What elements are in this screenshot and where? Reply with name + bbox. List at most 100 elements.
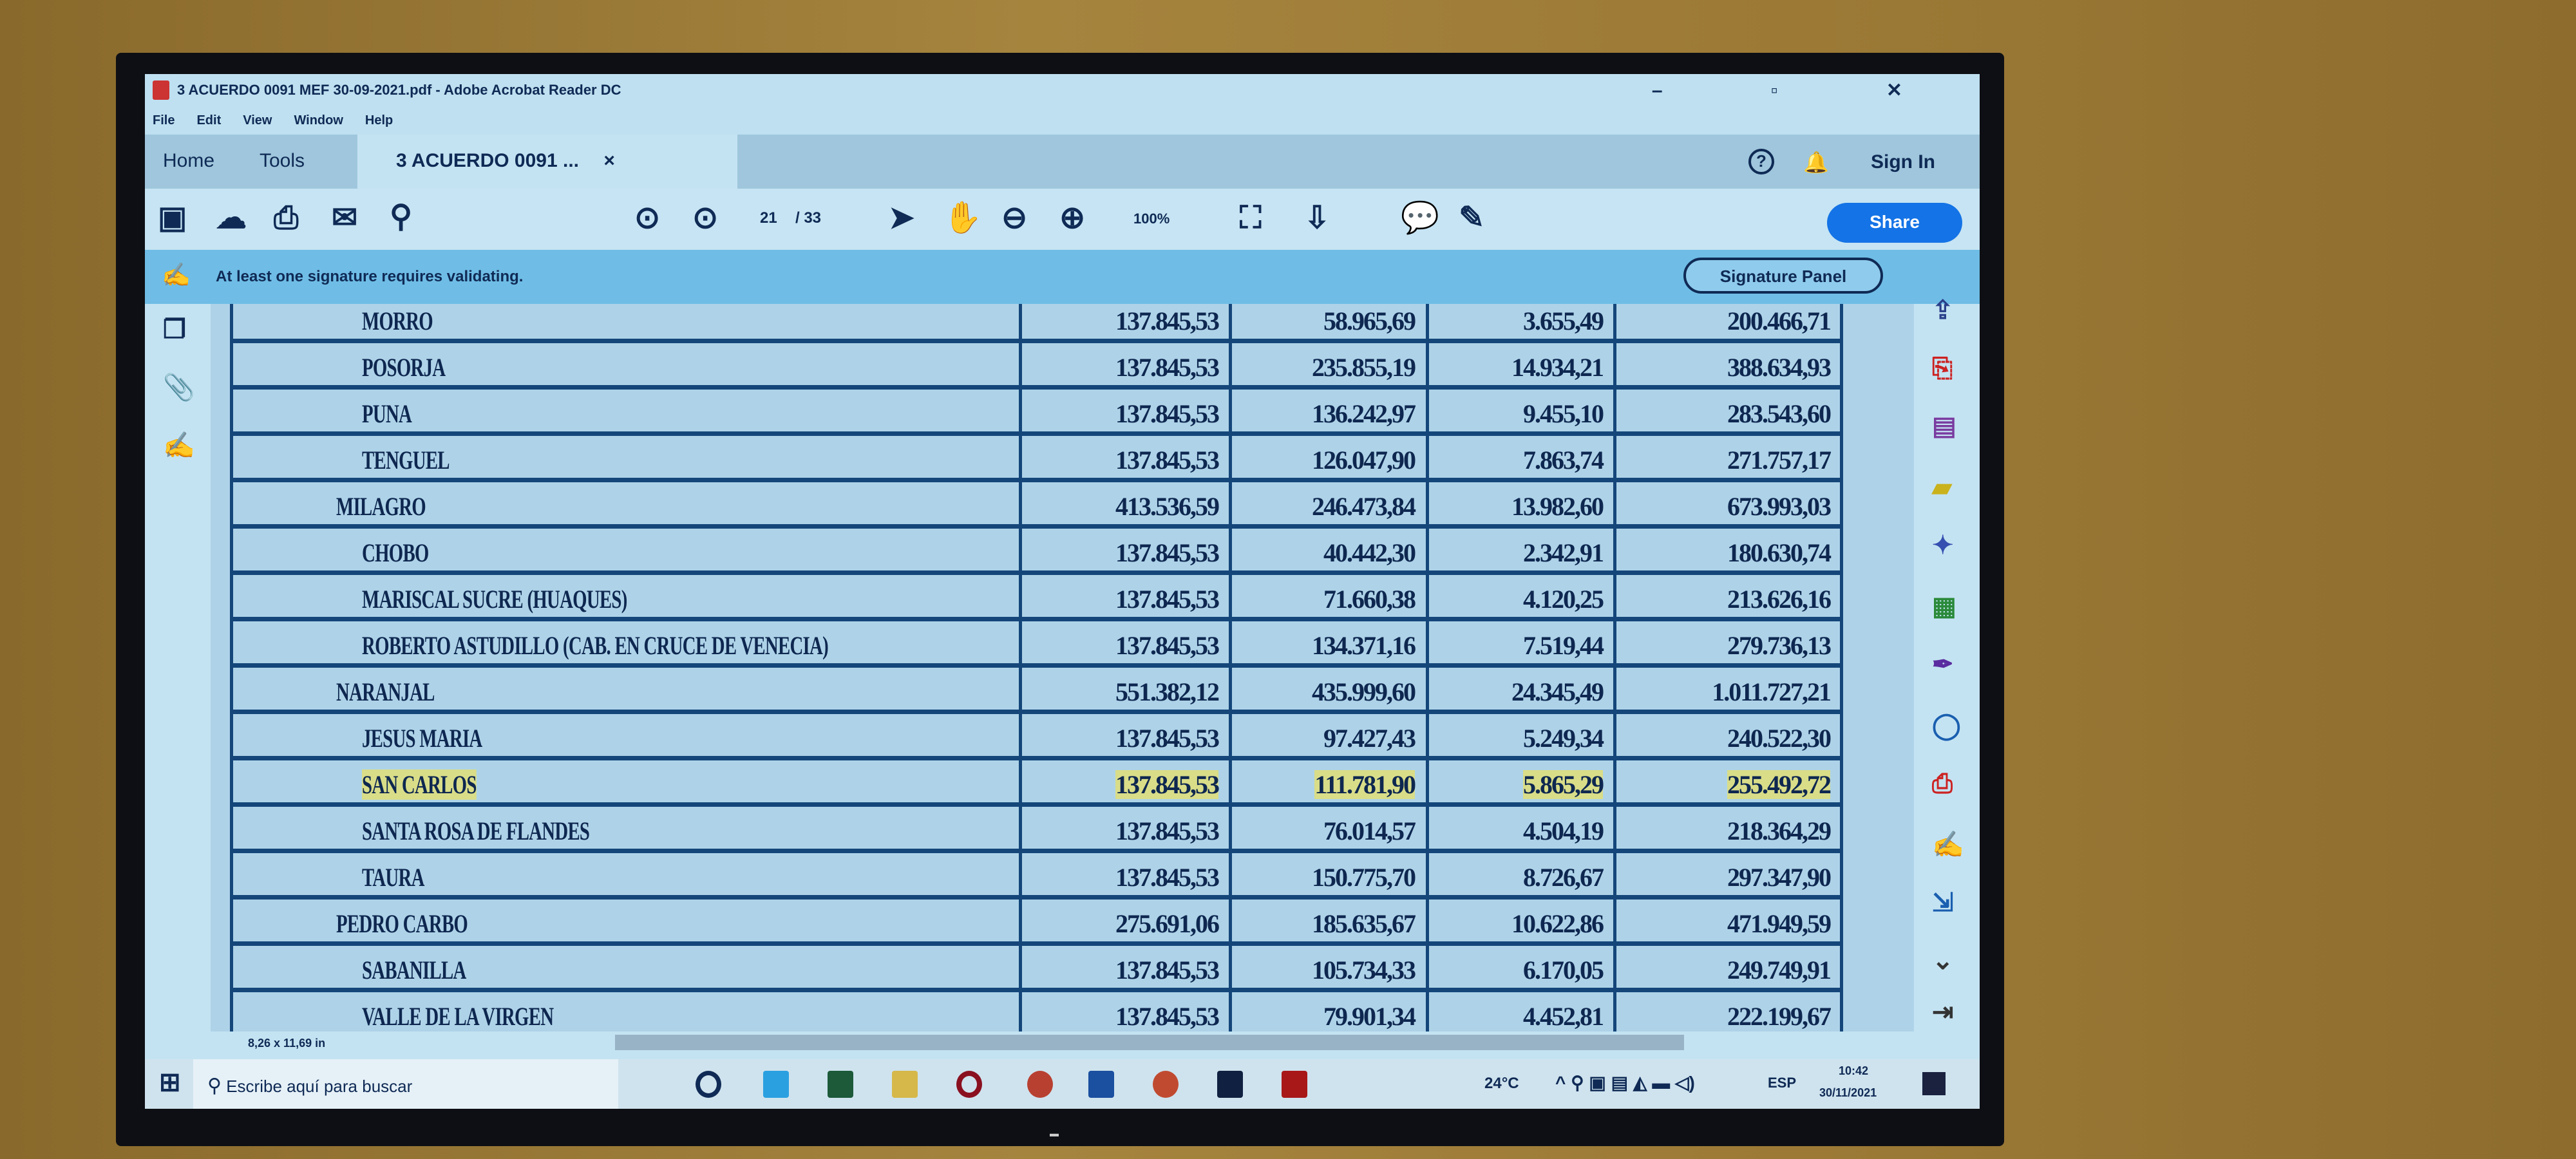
menu-window[interactable]: Window	[294, 113, 343, 127]
select-cursor-icon[interactable]: ➤	[889, 201, 915, 235]
help-icon[interactable]: ?	[1748, 149, 1774, 174]
chrome-icon[interactable]	[1153, 1071, 1179, 1098]
tab-home[interactable]: Home	[163, 150, 215, 171]
cell-c3: 13.982,60	[1511, 492, 1604, 521]
signatures-icon[interactable]: ✍	[163, 431, 195, 460]
table-row: TENGUEL 137.845,53 126.047,90 7.863,74 271.7…	[230, 436, 1840, 482]
sign-in-link[interactable]: Sign In	[1871, 151, 1935, 173]
title-bar: 3 ACUERDO 0091 MEF 30-09-2021.pdf - Adob…	[145, 74, 1980, 107]
window-title: 3 ACUERDO 0091 MEF 30-09-2021.pdf - Adob…	[177, 82, 621, 98]
page-thumbnails-icon[interactable]: ❐	[163, 316, 186, 344]
horizontal-scrollbar[interactable]	[615, 1035, 1684, 1050]
cell-c1: 137.845,53	[1025, 769, 1220, 800]
cell-c3: 7.863,74	[1523, 446, 1604, 475]
share-button[interactable]: Share	[1827, 203, 1962, 243]
table-row: JESUS MARIA 137.845,53 97.427,43 5.249,34 24…	[230, 714, 1840, 760]
notifications-bell-icon[interactable]: 🔔	[1803, 151, 1829, 174]
tab-tools[interactable]: Tools	[260, 150, 305, 171]
windows-start-icon[interactable]: ⊞	[159, 1068, 181, 1097]
comment-icon[interactable]: 💬	[1401, 201, 1439, 235]
row-name: MARISCAL SUCRE (HUAQUES)	[362, 585, 627, 614]
clock-date[interactable]: 30/11/2021	[1819, 1086, 1877, 1099]
cell-c1: 137.845,53	[1115, 863, 1220, 892]
tv-brand-logo: ▬	[1050, 1128, 1059, 1138]
zoom-level-select[interactable]: 100%	[1133, 211, 1170, 227]
fit-page-icon[interactable]: ⛶	[1240, 201, 1262, 235]
cell-c3: 24.345,49	[1511, 677, 1604, 706]
tab-document[interactable]: 3 ACUERDO 0091 ... ×	[357, 135, 737, 189]
task-view-icon[interactable]	[763, 1071, 789, 1098]
cell-c1: 137.845,53	[1115, 1002, 1220, 1031]
word-icon[interactable]	[1088, 1071, 1114, 1098]
cell-c4: 180.630,74	[1727, 538, 1832, 567]
excel-icon[interactable]	[828, 1071, 853, 1098]
table-row: TAURA 137.845,53 150.775,70 8.726,67 297.347…	[230, 853, 1840, 900]
email-icon[interactable]: ✉	[332, 201, 358, 235]
export-pdf-icon[interactable]: ⇪	[1932, 296, 1954, 325]
hand-tool-icon[interactable]: ✋	[943, 201, 982, 235]
page-number-input[interactable]: 21	[760, 209, 777, 227]
row-name: TENGUEL	[362, 446, 450, 475]
organize-pages-icon[interactable]: ▤	[1932, 412, 1956, 440]
protect-icon[interactable]: ◯	[1932, 711, 1961, 740]
file-explorer-icon[interactable]	[892, 1071, 918, 1098]
edit-pdf-icon[interactable]: ▦	[1932, 592, 1956, 621]
previous-page-icon[interactable]: ⊙	[634, 201, 661, 235]
clock-time[interactable]: 10:42	[1839, 1064, 1869, 1077]
signature-panel-button[interactable]: Signature Panel	[1683, 258, 1883, 294]
cell-c4: 471.949,59	[1727, 909, 1832, 938]
combine-files-icon[interactable]: ✦	[1932, 531, 1954, 560]
cell-c4: 218.364,29	[1727, 816, 1832, 845]
send-track-icon[interactable]: ⇲	[1932, 889, 1954, 917]
search-icon[interactable]: ⚲	[390, 200, 413, 234]
attachments-icon[interactable]: 📎	[163, 373, 195, 402]
print-icon[interactable]: ⎙	[274, 201, 299, 235]
firefox-icon[interactable]	[1027, 1071, 1053, 1098]
menu-file[interactable]: File	[153, 113, 175, 127]
table-row: VALLE DE LA VIRGEN 137.845,53 79.901,34 4.4…	[230, 992, 1840, 1032]
save-icon[interactable]: ▣	[158, 201, 187, 235]
table-row: CHOBO 137.845,53 40.442,30 2.342,91 180.630,…	[230, 529, 1840, 575]
cell-c1: 137.845,53	[1115, 585, 1220, 614]
cell-c2: 150.775,70	[1312, 863, 1416, 892]
cell-c1: 137.845,53	[1115, 353, 1220, 382]
redact-icon[interactable]: ⎙	[1932, 769, 1953, 798]
fill-sign-icon[interactable]: ✒	[1932, 650, 1954, 679]
more-tools-icon[interactable]: ⌄	[1932, 947, 1954, 975]
cell-c4: 1.011.727,21	[1712, 677, 1832, 706]
cell-c4: 240.522,30	[1727, 724, 1832, 753]
acrobat-taskbar-icon[interactable]	[1282, 1071, 1307, 1098]
cell-c1: 137.845,53	[1115, 724, 1220, 753]
system-tray-icons[interactable]: ^ ⚲ ▣ ▤ ◭ ▬ ◁)	[1555, 1073, 1695, 1093]
cell-c3: 8.726,67	[1523, 863, 1604, 892]
cell-c2: 105.734,33	[1312, 956, 1416, 985]
zoom-out-icon[interactable]: ⊖	[1001, 201, 1028, 235]
zoom-in-icon[interactable]: ⊕	[1059, 201, 1086, 235]
windows-taskbar: ⊞ ⚲ Escribe aquí para buscar 24°C ^ ⚲ ▣ …	[145, 1059, 1980, 1109]
draw-pen-icon[interactable]: ✎	[1459, 201, 1485, 235]
input-language[interactable]: ESP	[1768, 1075, 1797, 1091]
row-name: MORRO	[362, 306, 433, 335]
menu-edit[interactable]: Edit	[196, 113, 222, 127]
next-page-icon[interactable]: ⊙	[692, 201, 719, 235]
search-icon: ⚲	[207, 1075, 222, 1097]
scroll-mode-icon[interactable]: ⇩	[1304, 201, 1331, 235]
row-name: PEDRO CARBO	[336, 909, 468, 938]
window-controls[interactable]: – ▫ ✕	[1651, 80, 1954, 101]
request-signature-icon[interactable]: ✍	[1932, 831, 1964, 859]
create-pdf-icon[interactable]: ⎘	[1932, 354, 1953, 382]
upload-cloud-icon[interactable]: ☁	[216, 201, 247, 235]
tab-close-button[interactable]: ×	[603, 150, 615, 171]
weather-temperature[interactable]: 24°C	[1484, 1075, 1519, 1092]
menu-view[interactable]: View	[243, 113, 272, 127]
cortana-icon[interactable]	[696, 1071, 721, 1098]
collapse-pane-icon[interactable]: ⇥	[1932, 998, 1954, 1026]
notifications-icon[interactable]	[1922, 1072, 1946, 1095]
menu-help[interactable]: Help	[365, 113, 393, 127]
table-row: SAN CARLOS 137.845,53 111.781,90 5.865,29 25…	[230, 760, 1840, 807]
opera-icon[interactable]	[956, 1071, 982, 1098]
taskbar-search[interactable]: ⚲ Escribe aquí para buscar	[193, 1059, 618, 1109]
table-column-divider	[1229, 304, 1232, 1032]
comment-tool-icon[interactable]: ▰	[1932, 473, 1952, 502]
media-player-icon[interactable]	[1217, 1071, 1243, 1098]
